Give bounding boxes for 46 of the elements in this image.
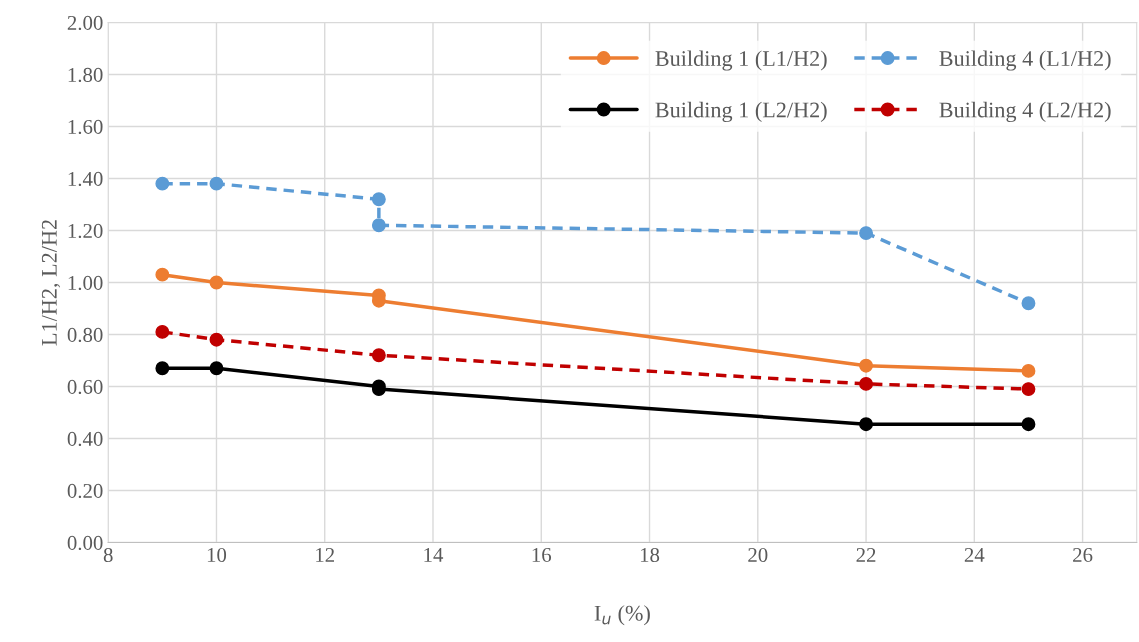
y-tick-label: 0.40 — [67, 431, 103, 447]
y-tick-label: 2.00 — [67, 15, 103, 30]
x-axis-title: I$_{u}$ (%) — [594, 605, 650, 626]
point — [155, 176, 170, 191]
x-tick-label: 20 — [748, 547, 768, 563]
point — [209, 275, 224, 290]
point — [371, 218, 386, 233]
y-tick-label: 1.20 — [68, 223, 103, 238]
x-tick-label: 8 — [103, 547, 113, 563]
point — [1021, 363, 1036, 378]
point — [1021, 382, 1036, 397]
x-tick-label: 12 — [316, 548, 334, 562]
point — [209, 361, 224, 376]
point — [155, 324, 170, 339]
point — [1021, 296, 1036, 311]
y-tick-label: 1.00 — [68, 275, 103, 290]
point — [155, 267, 170, 282]
point — [859, 417, 874, 432]
x-tick-label: 16 — [532, 548, 552, 563]
y-tick-label: 1.40 — [68, 171, 103, 186]
legend-label: Building 4 (L2/H2) — [939, 101, 1111, 123]
x-tick-label: 22 — [856, 548, 876, 562]
y-axis-title: L1/H2, L2/H2 — [41, 220, 61, 346]
y-tick-label: 1.60 — [68, 119, 103, 134]
point — [209, 332, 224, 347]
y-tick-label: 0.80 — [67, 327, 103, 343]
legend-label: Building 4 (L1/H2) — [939, 50, 1111, 71]
x-tick-label: 24 — [964, 548, 985, 562]
point — [155, 361, 170, 376]
x-tick-label: 26 — [1073, 548, 1093, 563]
x-tick-label: 10 — [207, 547, 227, 563]
x-tick-label: 18 — [640, 547, 660, 563]
point — [371, 192, 386, 207]
x-tick-label: 14 — [424, 548, 444, 562]
point — [859, 358, 874, 373]
point — [209, 176, 224, 191]
point — [371, 348, 386, 363]
point — [859, 376, 874, 391]
y-tick-label: 0.20 — [67, 483, 103, 499]
y-tick-label: 0.00 — [67, 535, 103, 551]
legend-label: Building 1 (L1/H2) — [655, 50, 827, 71]
y-tick-label: 1.80 — [68, 67, 103, 82]
point — [1021, 417, 1036, 432]
y-tick-label: 0.60 — [67, 379, 103, 395]
legend-label: Building 1 (L2/H2) — [655, 101, 827, 123]
point — [859, 226, 874, 241]
